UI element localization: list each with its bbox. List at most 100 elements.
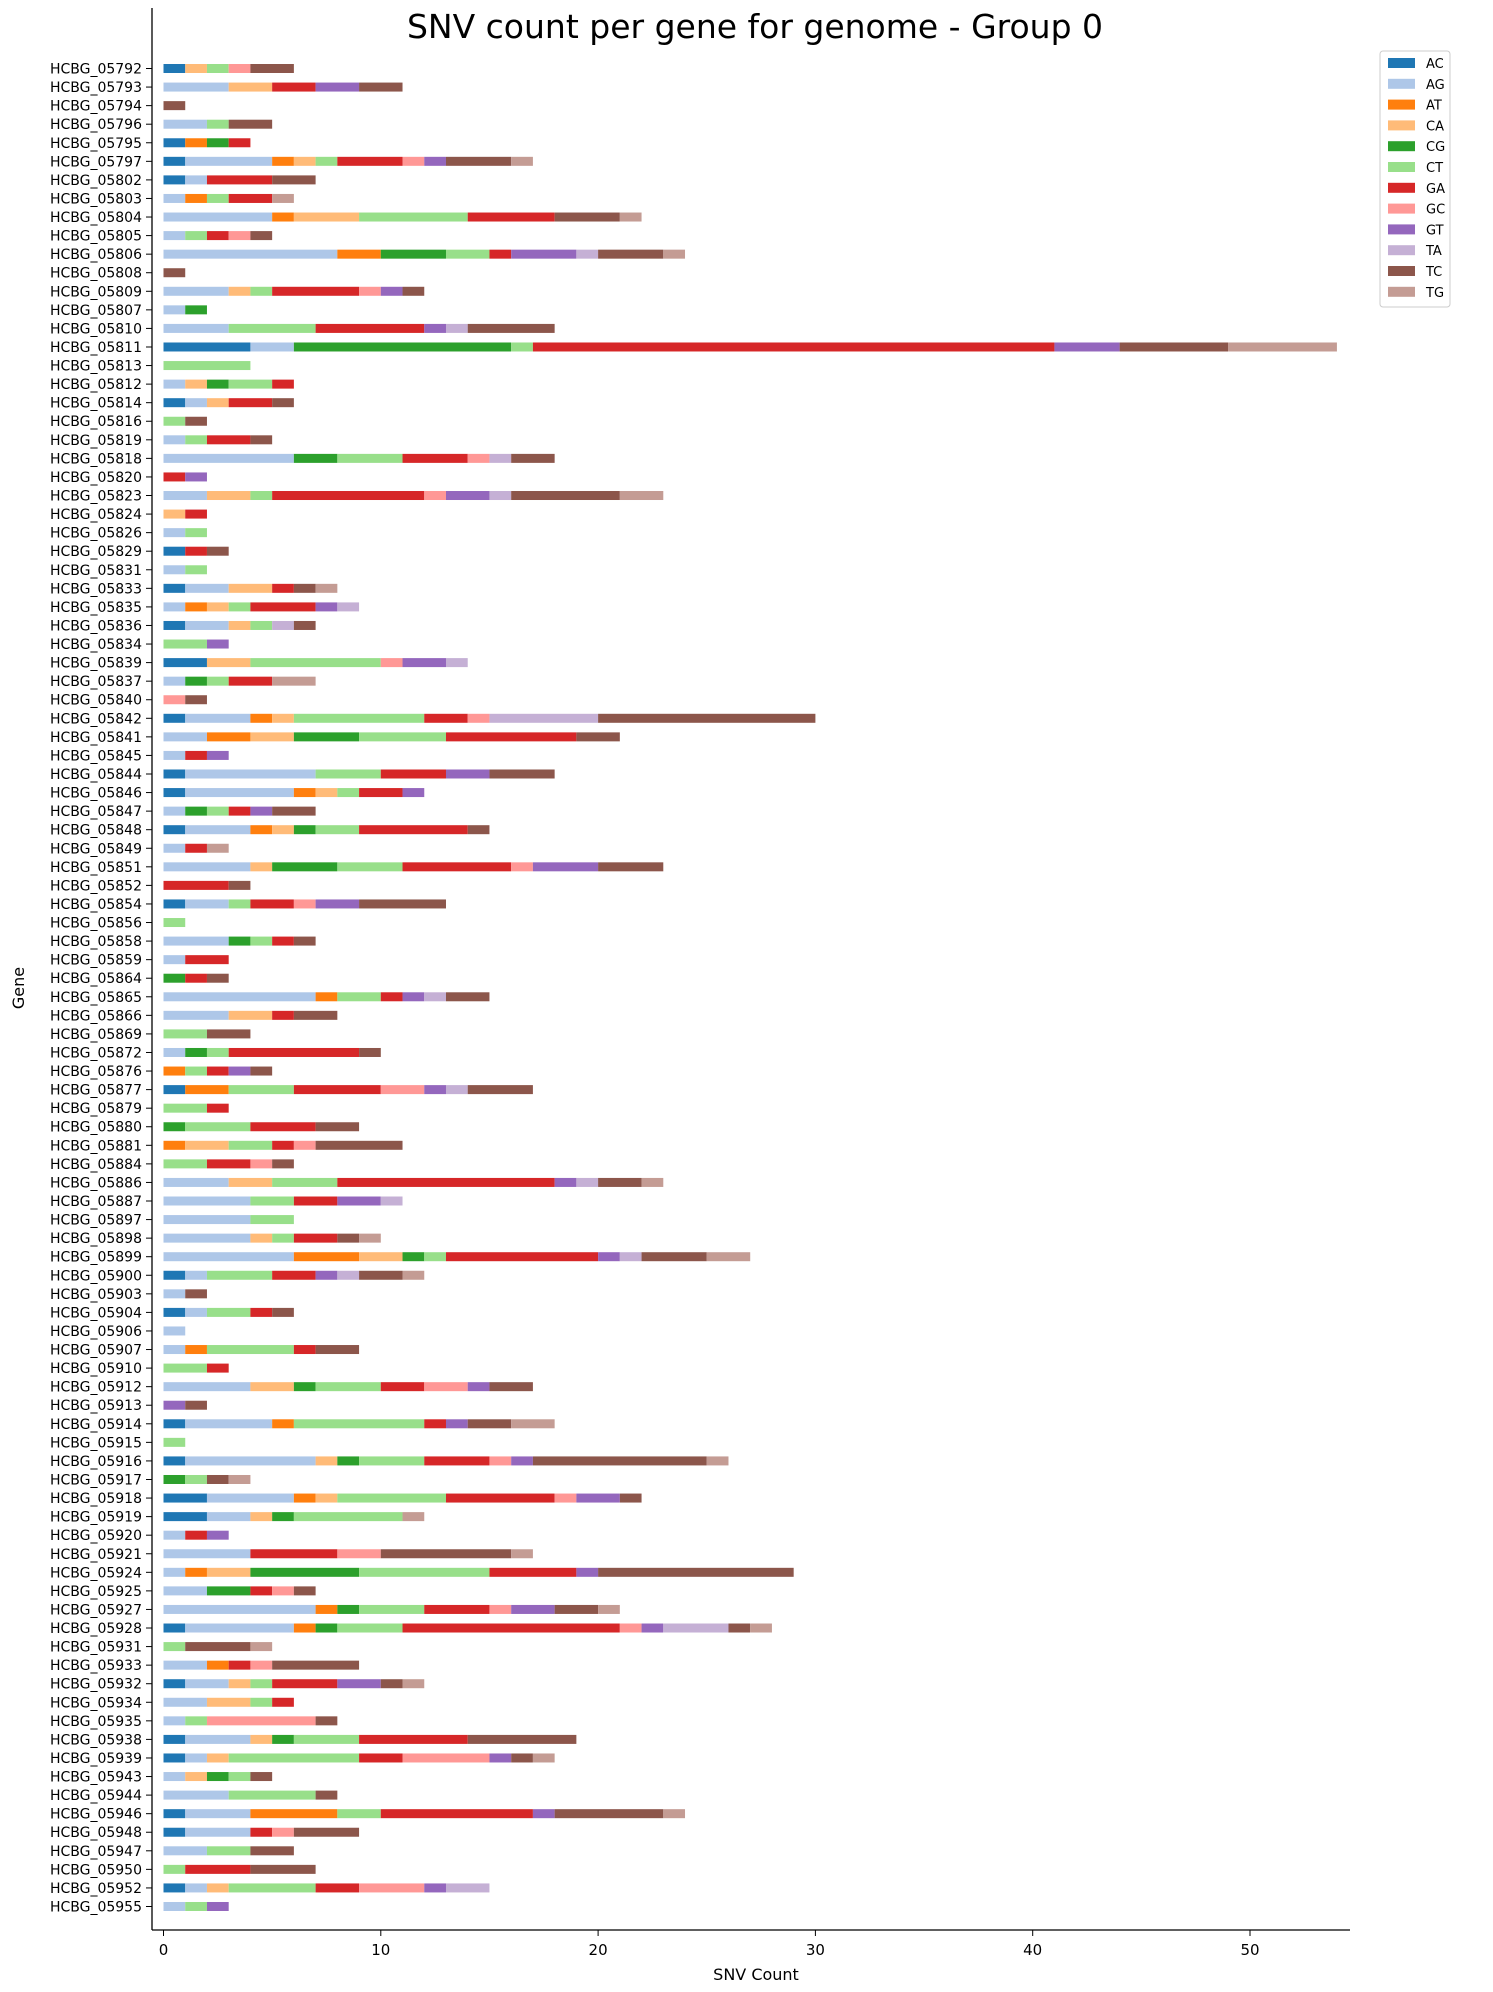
y-tick-label: HCBG_05898 bbox=[50, 1231, 142, 1247]
bar-segment-HCBG_05803-CT bbox=[206, 193, 229, 203]
bar-segment-HCBG_05804-GA bbox=[467, 212, 555, 222]
bar-segment-HCBG_05804-CT bbox=[359, 212, 468, 222]
bar-segment-HCBG_05898-CT bbox=[272, 1233, 294, 1243]
bar-segment-HCBG_05881-CT bbox=[228, 1140, 273, 1150]
bar-segment-HCBG_05939-CT bbox=[228, 1753, 360, 1763]
bar-segment-HCBG_05833-TC bbox=[293, 583, 316, 593]
bar-segment-HCBG_05898-CA bbox=[250, 1233, 273, 1243]
y-tick-label: HCBG_05793 bbox=[50, 80, 142, 96]
y-tick-label: HCBG_05849 bbox=[50, 841, 142, 857]
bar-segment-HCBG_05866-AG bbox=[163, 1010, 229, 1020]
bar-segment-HCBG_05884-GC bbox=[250, 1159, 273, 1169]
bar-segment-HCBG_05906-AG bbox=[163, 1326, 186, 1336]
bar-segment-HCBG_05851-CT bbox=[337, 862, 403, 872]
bar-segment-HCBG_05955-AG bbox=[163, 1902, 186, 1911]
bar-segment-HCBG_05939-CA bbox=[206, 1753, 229, 1763]
bar-segment-HCBG_05819-CT bbox=[185, 435, 207, 445]
y-tick-label: HCBG_05950 bbox=[50, 1862, 142, 1878]
y-tick-label: HCBG_05906 bbox=[50, 1324, 142, 1340]
bar-segment-HCBG_05858-TC bbox=[293, 936, 316, 946]
bar-segment-HCBG_05880-GA bbox=[250, 1122, 316, 1132]
bar-segment-HCBG_05928-TC bbox=[728, 1623, 751, 1633]
bar-segment-HCBG_05804-TG bbox=[619, 212, 642, 222]
bar-segment-HCBG_05917-TC bbox=[206, 1474, 229, 1484]
bar-segment-HCBG_05797-TC bbox=[445, 156, 512, 166]
bar-segment-HCBG_05803-TG bbox=[272, 193, 294, 203]
bar-segment-HCBG_05804-AG bbox=[163, 212, 273, 222]
bar-segment-HCBG_05913-GT bbox=[163, 1400, 186, 1410]
y-tick-label: HCBG_05805 bbox=[50, 229, 142, 245]
bar-segment-HCBG_05837-AG bbox=[163, 676, 186, 686]
bar-segment-HCBG_05835-GA bbox=[250, 602, 316, 612]
bar-segment-HCBG_05872-TC bbox=[359, 1047, 381, 1057]
bar-segment-HCBG_05806-TG bbox=[663, 249, 686, 259]
bar-segment-HCBG_05914-GA bbox=[424, 1419, 446, 1429]
bar-segment-HCBG_05927-AG bbox=[163, 1604, 316, 1614]
bar-segment-HCBG_05844-CT bbox=[315, 769, 381, 779]
bar-segment-HCBG_05879-GA bbox=[206, 1103, 229, 1113]
bar-segment-HCBG_05943-AG bbox=[163, 1772, 186, 1782]
bar-segment-HCBG_05921-TC bbox=[380, 1549, 512, 1559]
y-tick-label: HCBG_05812 bbox=[50, 377, 142, 393]
bar-segment-HCBG_05948-AC bbox=[163, 1827, 186, 1837]
bar-segment-HCBG_05938-TC bbox=[467, 1734, 577, 1744]
bar-segment-HCBG_05924-AG bbox=[163, 1567, 186, 1577]
bar-segment-HCBG_05805-GC bbox=[228, 231, 251, 241]
bar-segment-HCBG_05914-AT bbox=[272, 1419, 294, 1429]
y-tick-label: HCBG_05907 bbox=[50, 1343, 142, 1359]
bar-segment-HCBG_05806-TA bbox=[576, 249, 599, 259]
bar-segment-HCBG_05918-TC bbox=[619, 1493, 642, 1503]
bar-segment-HCBG_05795-CG bbox=[206, 138, 229, 148]
y-tick-label: HCBG_05955 bbox=[50, 1900, 142, 1916]
bar-segment-HCBG_05928-TG bbox=[750, 1623, 772, 1633]
bar-segment-HCBG_05948-GA bbox=[250, 1827, 273, 1837]
bar-segment-HCBG_05897-CT bbox=[250, 1215, 294, 1225]
bar-segment-HCBG_05952-TA bbox=[445, 1883, 490, 1893]
bar-segment-HCBG_05915-CT bbox=[163, 1437, 186, 1447]
bar-segment-HCBG_05859-GA bbox=[185, 955, 229, 965]
bar-segment-HCBG_05916-CA bbox=[315, 1456, 338, 1466]
bar-segment-HCBG_05932-GT bbox=[337, 1679, 381, 1689]
legend-label-AG: AG bbox=[1426, 78, 1445, 93]
bar-segment-HCBG_05924-CG bbox=[250, 1567, 360, 1577]
bar-segment-HCBG_05824-GA bbox=[185, 509, 207, 519]
bar-segment-HCBG_05879-CT bbox=[163, 1103, 207, 1113]
bar-segment-HCBG_05814-AG bbox=[185, 398, 207, 408]
bar-segment-HCBG_05872-AG bbox=[163, 1047, 186, 1057]
bar-segment-HCBG_05872-GA bbox=[228, 1047, 360, 1057]
bar-segment-HCBG_05810-TA bbox=[445, 323, 468, 333]
y-tick-label: HCBG_05928 bbox=[50, 1621, 142, 1637]
bar-segment-HCBG_05935-CT bbox=[185, 1716, 207, 1726]
bar-segment-HCBG_05952-GC bbox=[359, 1883, 425, 1893]
bar-segment-HCBG_05835-AT bbox=[185, 602, 207, 612]
bar-segment-HCBG_05806-GA bbox=[489, 249, 512, 259]
bar-segment-HCBG_05946-TG bbox=[663, 1809, 686, 1819]
bar-segment-HCBG_05927-GT bbox=[511, 1604, 555, 1614]
bar-segment-HCBG_05899-GA bbox=[445, 1252, 599, 1262]
bar-segment-HCBG_05904-TC bbox=[272, 1307, 294, 1317]
legend-frame bbox=[1379, 50, 1451, 308]
bar-segment-HCBG_05900-GT bbox=[315, 1270, 338, 1280]
legend-swatch-CG bbox=[1388, 141, 1415, 152]
bar-segment-HCBG_05842-AT bbox=[250, 713, 273, 723]
bar-segment-HCBG_05854-GC bbox=[293, 899, 316, 909]
bar-segment-HCBG_05812-CA bbox=[185, 379, 207, 389]
bar-segment-HCBG_05932-AG bbox=[185, 1679, 229, 1689]
bar-segment-HCBG_05846-AC bbox=[163, 788, 186, 798]
bar-segment-HCBG_05842-CT bbox=[293, 713, 425, 723]
y-tick-label: HCBG_05819 bbox=[50, 433, 142, 449]
bar-segment-HCBG_05928-AT bbox=[293, 1623, 316, 1633]
bar-segment-HCBG_05921-AG bbox=[163, 1549, 251, 1559]
y-tick-label: HCBG_05866 bbox=[50, 1008, 142, 1024]
bar-segment-HCBG_05919-AG bbox=[206, 1512, 251, 1522]
bar-segment-HCBG_05877-GC bbox=[380, 1085, 425, 1095]
y-tick-label: HCBG_05913 bbox=[50, 1398, 142, 1414]
bar-segment-HCBG_05899-CT bbox=[424, 1252, 446, 1262]
bar-segment-HCBG_05865-CT bbox=[337, 992, 381, 1002]
bar-segment-HCBG_05946-AT bbox=[250, 1809, 338, 1819]
bar-segment-HCBG_05852-GA bbox=[163, 880, 229, 890]
bar-segment-HCBG_05877-AT bbox=[185, 1085, 229, 1095]
bar-segment-HCBG_05912-CA bbox=[250, 1382, 294, 1392]
bar-segment-HCBG_05844-TC bbox=[489, 769, 555, 779]
bar-segment-HCBG_05851-TC bbox=[598, 862, 664, 872]
